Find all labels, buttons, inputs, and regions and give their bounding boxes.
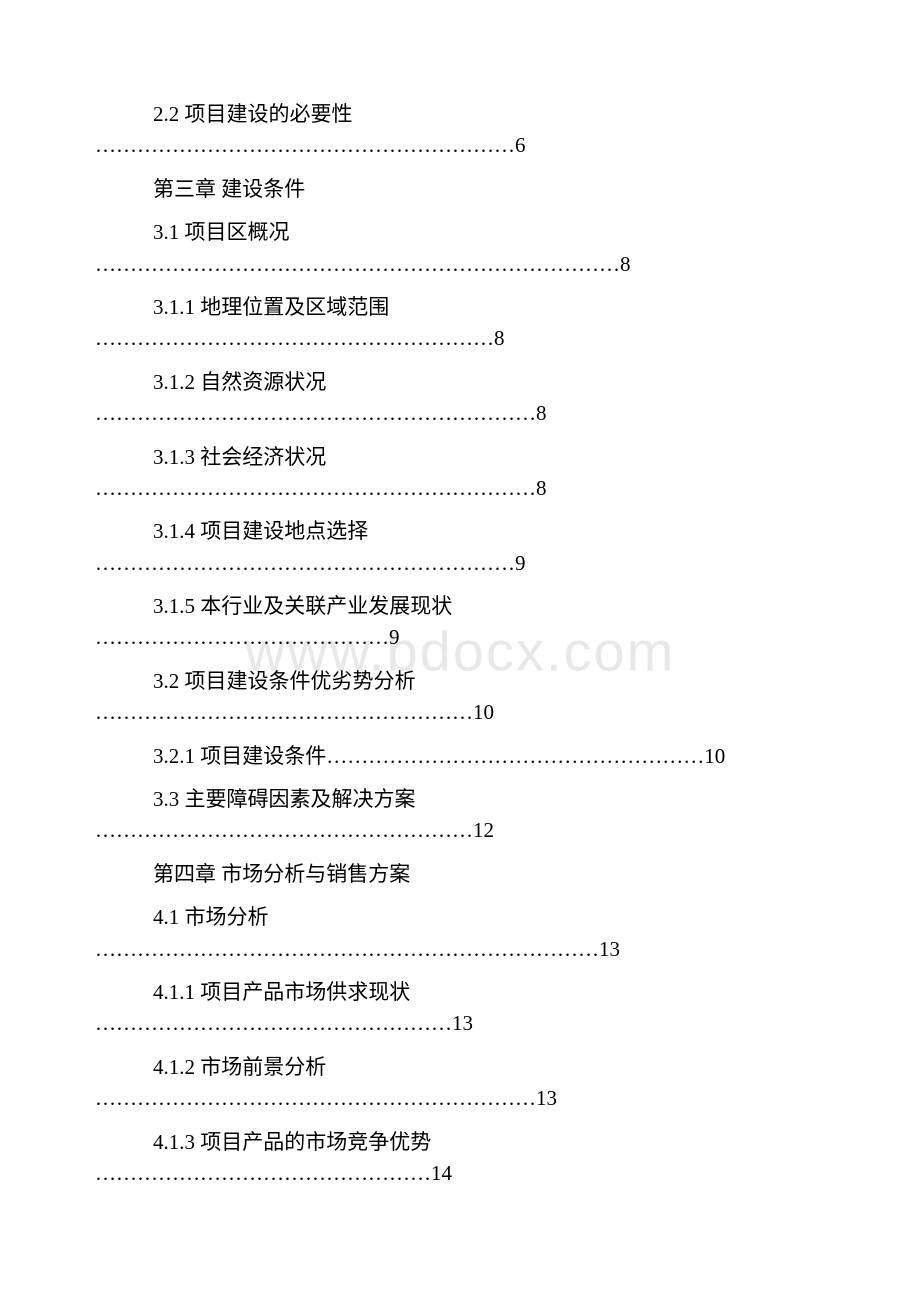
toc-entry: 2.2 项目建设的必要性 ……………………………………………………6 (95, 100, 825, 161)
toc-title: 3.1.3 社会经济状况 (95, 443, 825, 472)
toc-title: 2.2 项目建设的必要性 (95, 100, 825, 129)
toc-dots: …………………………………………………………………8 (95, 250, 825, 279)
toc-title: 4.1.3 项目产品的市场竞争优势 (95, 1128, 825, 1157)
toc-entry: 4.1 市场分析 ………………………………………………………………13 (95, 903, 825, 964)
toc-entry: 3.1.3 社会经济状况 ………………………………………………………8 (95, 443, 825, 504)
toc-dots: ……………………………………………13 (95, 1009, 825, 1038)
toc-dots: ………………………………………………………8 (95, 474, 825, 503)
toc-dots: ……………………………………………………6 (95, 131, 825, 160)
toc-title: 3.1.1 地理位置及区域范围 (95, 293, 825, 322)
toc-entry-single: 3.2.1 项目建设条件………………………………………………10 (95, 742, 825, 771)
toc-dots: ……………………………………………………9 (95, 549, 825, 578)
toc-entry: 4.1.3 项目产品的市场竞争优势 …………………………………………14 (95, 1128, 825, 1189)
toc-dots: ………………………………………………………13 (95, 1084, 825, 1113)
toc-dots: ………………………………………………………8 (95, 399, 825, 428)
toc-entry: 3.1.1 地理位置及区域范围 …………………………………………………8 (95, 293, 825, 354)
toc-entry: 3.1.2 自然资源状况 ………………………………………………………8 (95, 368, 825, 429)
toc-dots: ………………………………………………10 (95, 698, 825, 727)
toc-entry: 4.1.2 市场前景分析 ………………………………………………………13 (95, 1053, 825, 1114)
toc-entry: 3.1.4 项目建设地点选择 ……………………………………………………9 (95, 517, 825, 578)
toc-entry: 4.1.1 项目产品市场供求现状 ……………………………………………13 (95, 978, 825, 1039)
toc-entry: 3.1.5 本行业及关联产业发展现状 ……………………………………9 (95, 592, 825, 653)
toc-title: 4.1.2 市场前景分析 (95, 1053, 825, 1082)
toc-entry: 3.3 主要障碍因素及解决方案 ………………………………………………12 (95, 785, 825, 846)
toc-title: 3.3 主要障碍因素及解决方案 (95, 785, 825, 814)
toc-title: 4.1 市场分析 (95, 903, 825, 932)
toc-title: 4.1.1 项目产品市场供求现状 (95, 978, 825, 1007)
toc-title: 3.2 项目建设条件优劣势分析 (95, 667, 825, 696)
toc-dots: ………………………………………………12 (95, 816, 825, 845)
toc-title: 3.1.4 项目建设地点选择 (95, 517, 825, 546)
toc-title: 3.1 项目区概况 (95, 218, 825, 247)
toc-dots: …………………………………………………8 (95, 324, 825, 353)
chapter-heading: 第四章 市场分析与销售方案 (95, 860, 825, 889)
toc-dots: …………………………………………14 (95, 1159, 825, 1188)
toc-title: 3.1.5 本行业及关联产业发展现状 (95, 592, 825, 621)
toc-content: 2.2 项目建设的必要性 ……………………………………………………6 第三章 建… (95, 100, 825, 1188)
toc-entry: 3.1 项目区概况 …………………………………………………………………8 (95, 218, 825, 279)
toc-dots: ……………………………………9 (95, 623, 825, 652)
toc-title: 3.1.2 自然资源状况 (95, 368, 825, 397)
toc-entry: 3.2 项目建设条件优劣势分析 ………………………………………………10 (95, 667, 825, 728)
chapter-heading: 第三章 建设条件 (95, 175, 825, 204)
toc-dots: ………………………………………………………………13 (95, 935, 825, 964)
